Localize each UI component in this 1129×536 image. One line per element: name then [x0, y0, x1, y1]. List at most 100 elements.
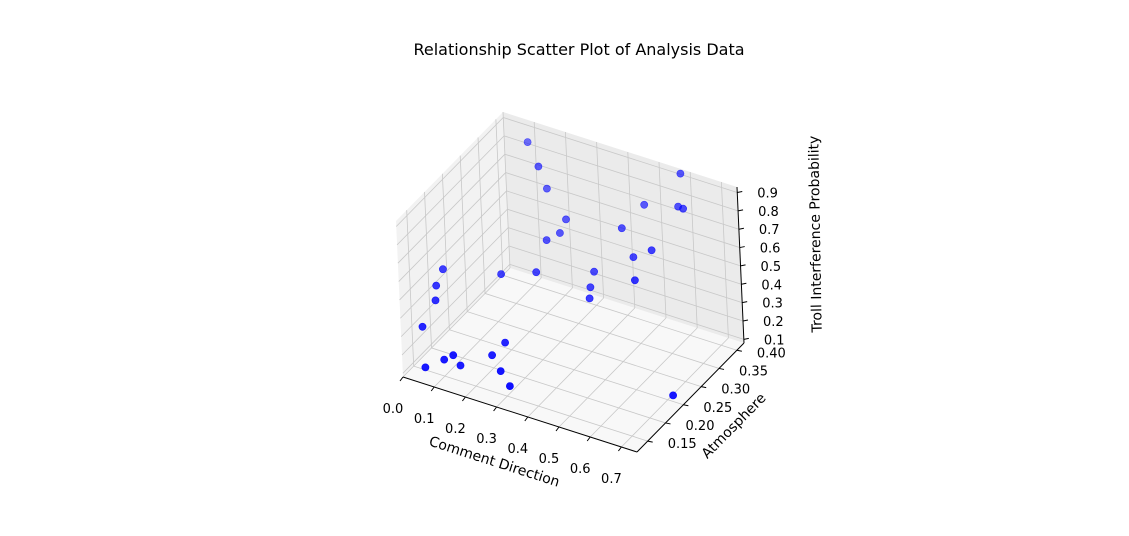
y-tick-label: 0.20 [686, 419, 715, 434]
z-grid-line [508, 245, 744, 322]
tick-labels: 0.0 0.1 0.2 0.3 0.4 0.5 0.6 0.7 0.15 0.20 0.25 0.30… [383, 187, 786, 487]
y-axis-line [636, 342, 745, 453]
y-tick-mark [665, 422, 671, 425]
z-tick-label: 0.7 [759, 223, 780, 238]
z-grid-line [400, 227, 509, 337]
x-grid-line [502, 111, 511, 269]
x-tick-mark [586, 436, 591, 442]
y-grid-line [495, 119, 504, 276]
x-grid-line [721, 181, 729, 339]
z-grid-line [402, 264, 511, 374]
y-grid-line [477, 137, 486, 294]
axis-panes [396, 112, 744, 452]
x-tick-label: 0.2 [445, 422, 466, 437]
scatter-point [497, 270, 505, 278]
scatter-point [534, 162, 543, 171]
x-grid-line [465, 287, 573, 398]
x-tick-mark [399, 376, 404, 382]
z-tick-mark [742, 301, 748, 304]
x-tick-label: 0.4 [507, 442, 528, 457]
y-grid-line [484, 293, 720, 369]
x-tick-label: 0.0 [383, 402, 404, 417]
x-tick-mark [461, 396, 466, 402]
z-grid-line [503, 117, 738, 193]
scatter-point [542, 236, 551, 244]
scatter-point [669, 391, 677, 400]
y-grid-line [424, 191, 432, 348]
y-grid-line [449, 329, 684, 406]
z-tick-label: 0.8 [758, 205, 779, 220]
data-points [418, 138, 687, 400]
scatter-point [418, 322, 427, 331]
scatter-point [488, 351, 496, 360]
y-grid-line [441, 173, 450, 330]
z-tick-mark [743, 337, 749, 340]
scatter-point [438, 265, 447, 274]
x-grid-line [689, 171, 698, 329]
z-grid-line [395, 117, 504, 227]
z-tick-label: 0.3 [762, 297, 783, 312]
z-tick-label: 0.2 [763, 315, 784, 330]
x-grid-line [527, 307, 636, 418]
scatter-point [431, 296, 440, 305]
z-grid-line [507, 208, 742, 285]
scatter-point [679, 204, 687, 213]
z-tick-label: 0.6 [760, 242, 781, 257]
chart-title: Relationship Scatter Plot of Analysis Da… [413, 40, 744, 59]
axis-lines [402, 186, 745, 453]
z-grid-line [504, 153, 740, 230]
x-tick-label: 0.7 [601, 472, 622, 487]
y-tick-label: 0.40 [757, 346, 786, 361]
x-tick-mark [618, 446, 622, 452]
scatter-point [440, 355, 449, 364]
z-tick-label: 0.4 [761, 278, 782, 293]
scatter-point [647, 246, 656, 255]
scatter-point [676, 169, 685, 178]
x-grid-line [589, 327, 698, 438]
y-tick-mark [683, 404, 689, 407]
y-grid-line [431, 347, 666, 424]
y-tick-label: 0.30 [721, 383, 750, 398]
scatter-point [456, 361, 465, 370]
scatter-point [432, 281, 441, 290]
scatter-point [562, 215, 570, 224]
grid-lines [395, 111, 744, 448]
z-grid-line [399, 190, 507, 301]
z-grid-line [503, 135, 739, 212]
y-grid-line [502, 274, 737, 351]
x-grid-line [658, 161, 667, 319]
x-tick-label: 0.1 [414, 412, 435, 427]
y-grid-line [459, 155, 468, 312]
z-tick-mark [737, 209, 744, 212]
z-grid-line [509, 263, 744, 340]
x-tick-mark [493, 406, 498, 412]
scatter-point [496, 367, 505, 375]
y-grid-line [413, 365, 648, 442]
x-tick-label: 0.6 [570, 462, 591, 477]
y-grid-line [406, 210, 415, 367]
z-tick-mark [739, 246, 745, 249]
z-grid-line [400, 208, 508, 319]
y-tick-label: 0.25 [703, 401, 732, 416]
floor-pane [403, 268, 744, 452]
scatter-point [586, 283, 595, 292]
scatter-point [449, 351, 458, 360]
z-tick-mark [741, 282, 747, 285]
z-tick-mark [742, 319, 749, 322]
scatter-point [505, 382, 514, 390]
x-grid-line [565, 131, 573, 289]
x-axis-line [402, 376, 638, 453]
x-grid-line [433, 277, 542, 388]
z-grid-line [396, 135, 505, 246]
x-tick-mark [524, 416, 529, 422]
x-grid-line [558, 317, 667, 428]
y-tick-label: 0.35 [739, 364, 768, 379]
x-grid-line [496, 297, 604, 408]
scatter-point [617, 224, 626, 233]
y-tick-mark [736, 349, 742, 352]
z-tick-label: 0.5 [761, 260, 782, 275]
scatter-point [590, 267, 598, 276]
scatter-point [543, 184, 551, 193]
y-tick-label: 0.15 [668, 437, 697, 452]
